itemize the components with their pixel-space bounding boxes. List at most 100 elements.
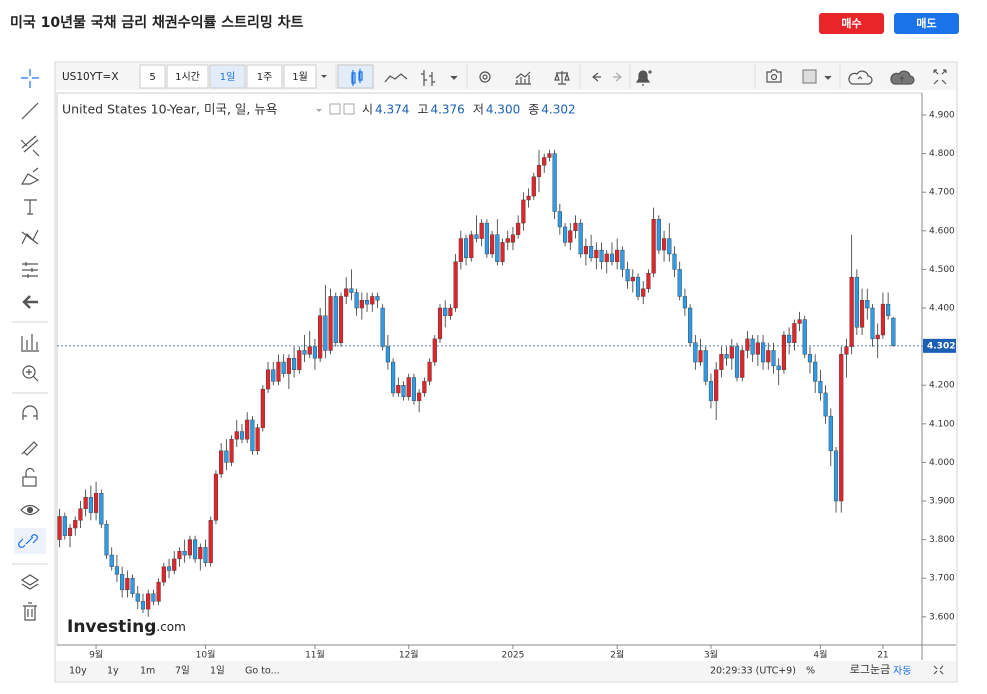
range-button[interactable]: 1일: [210, 666, 225, 677]
candle-body: [547, 153, 552, 158]
interval-button[interactable]: [139, 64, 166, 89]
candle-body: [338, 296, 344, 343]
candle-body: [792, 323, 797, 343]
auto-button[interactable]: 자동: [893, 665, 911, 677]
candle-body: [166, 566, 172, 571]
candle-body: [875, 334, 880, 340]
interval-button[interactable]: [283, 64, 317, 89]
candle-body: [562, 226, 568, 243]
candle-body: [823, 392, 828, 417]
candle-body: [589, 246, 594, 259]
range-button[interactable]: 7일: [175, 666, 190, 677]
candle-body: [359, 300, 364, 309]
candle-body: [578, 222, 583, 255]
candle-body: [271, 369, 276, 382]
candle-body: [698, 350, 703, 363]
candle-body: [719, 354, 724, 370]
candle-body: [703, 350, 708, 382]
candle-body: [693, 342, 698, 363]
candle-body: [109, 554, 114, 567]
candle-body: [99, 493, 104, 525]
candle-body: [437, 307, 443, 340]
y-tick-label: 4.200: [929, 381, 955, 391]
interval-label: 1일: [220, 71, 236, 83]
candle-body: [276, 361, 281, 382]
candle-body: [583, 246, 588, 255]
candle-body: [635, 276, 641, 297]
candle-body: [771, 350, 776, 367]
candle-body: [375, 296, 380, 301]
range-button[interactable]: 10y: [69, 666, 87, 677]
candle-body: [891, 317, 896, 347]
percent-button[interactable]: %: [806, 666, 815, 677]
ohlc-label: 고: [417, 103, 428, 117]
candle-body: [484, 222, 489, 255]
candle-body: [677, 269, 682, 297]
sell-button[interactable]: 매도: [894, 13, 959, 34]
goto-button[interactable]: Go to...: [245, 666, 280, 677]
interval-label: 1시간: [175, 71, 200, 83]
candle-body: [886, 303, 891, 316]
candle-body: [312, 346, 318, 359]
x-tick-label: 9월: [89, 649, 103, 661]
candle-body: [844, 346, 849, 355]
candle-body: [839, 354, 844, 502]
ohlc-value: 4.302: [541, 103, 575, 117]
candle-body: [125, 578, 130, 591]
x-tick-label: 2025: [501, 651, 524, 661]
candle-body: [667, 238, 672, 255]
candle-body: [224, 450, 229, 463]
last-price-label: 4.302: [927, 341, 955, 351]
y-tick-label: 3.800: [929, 535, 955, 545]
candle-body: [594, 249, 599, 259]
range-button[interactable]: 1y: [107, 666, 119, 677]
candle-body: [531, 176, 536, 197]
candle-body: [94, 493, 99, 513]
candle-body: [688, 307, 693, 343]
ohlc-value: 4.376: [430, 103, 464, 117]
interval-button[interactable]: [209, 64, 246, 89]
y-tick-label: 4.900: [929, 111, 955, 121]
candle-body: [203, 547, 208, 563]
candle-body: [286, 357, 291, 374]
candle-body: [427, 361, 432, 382]
candle-body: [870, 307, 875, 340]
interval-button[interactable]: [166, 64, 209, 89]
candle-body: [130, 578, 135, 594]
range-button[interactable]: 1m: [140, 666, 155, 677]
candle-body: [573, 222, 578, 232]
y-tick-label: 3.600: [929, 612, 955, 622]
candle-body: [651, 219, 656, 274]
y-tick-label: 4.700: [929, 188, 955, 198]
candle-body: [172, 558, 177, 571]
buy-button[interactable]: 매수: [819, 13, 884, 34]
ohlc-value: 4.374: [375, 103, 409, 117]
candle-body: [380, 307, 385, 347]
candle-body: [234, 431, 239, 440]
y-tick-label: 4.100: [929, 419, 955, 429]
candle-body: [599, 249, 604, 262]
candle-body: [292, 357, 297, 370]
candle-body: [182, 550, 187, 556]
candle-body: [542, 157, 547, 166]
interval-label: 1월: [292, 71, 308, 83]
candle-body: [354, 292, 359, 309]
candle-body: [630, 276, 635, 282]
interval-button[interactable]: [246, 64, 283, 89]
candle-body: [265, 369, 271, 390]
candle-body: [620, 249, 625, 270]
candle-body: [787, 334, 792, 343]
candle-body: [828, 415, 833, 452]
candle-body: [521, 199, 526, 224]
candle-body: [453, 261, 458, 309]
candle-body: [104, 523, 109, 556]
candle-body: [880, 303, 885, 336]
candle-body: [120, 574, 125, 590]
candle-body: [505, 238, 510, 243]
candle-body: [818, 381, 823, 394]
candle-body: [302, 350, 307, 355]
candle-body: [307, 346, 312, 355]
candle-body: [604, 253, 609, 262]
candle-body: [854, 276, 859, 328]
